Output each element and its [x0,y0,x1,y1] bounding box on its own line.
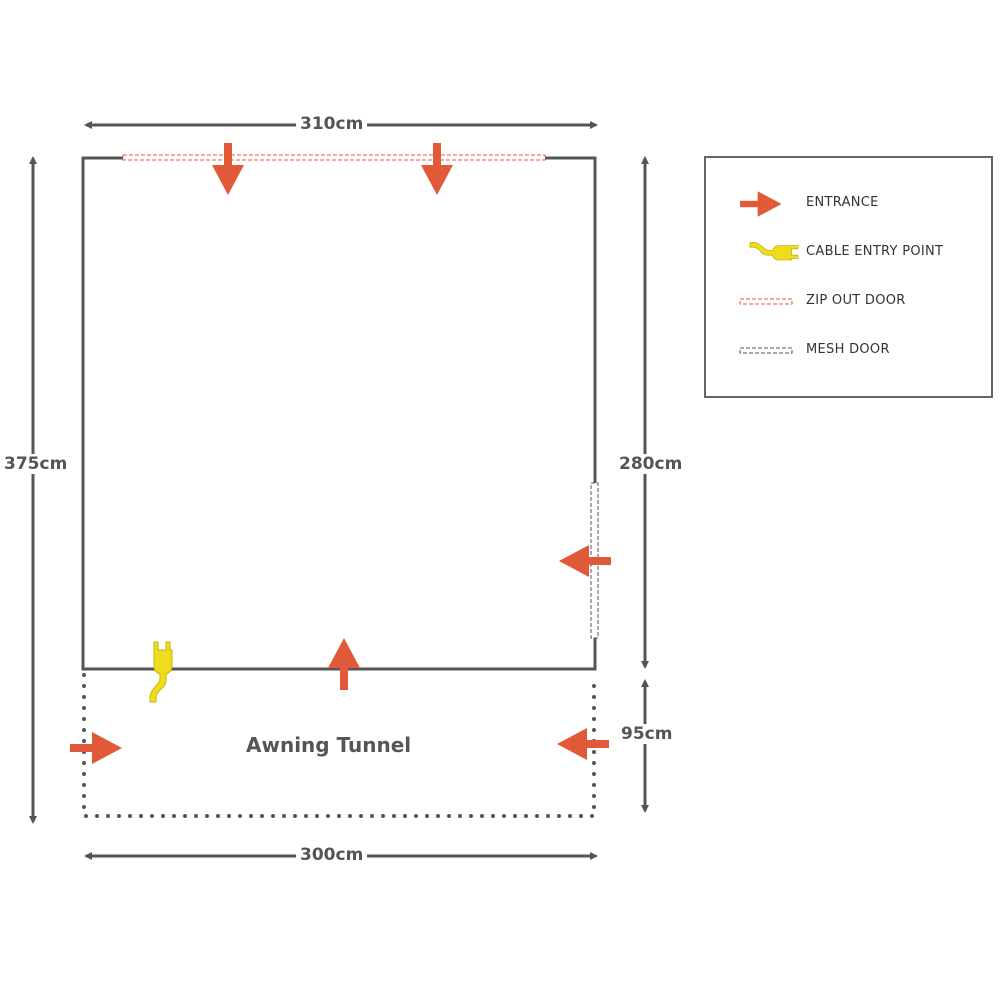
tunnel-label: Awning Tunnel [246,733,412,757]
dimension-375-label: 375cm [0,454,72,474]
awning-outline [81,156,597,671]
entrance-arrow-icon [328,638,360,690]
legend-zip-door-icon [739,298,793,305]
legend-box [704,156,993,398]
entrance-arrow-icon [70,732,122,764]
legend-cable-label: CABLE ENTRY POINT [806,244,944,259]
tunnel-outline [82,673,596,818]
legend-entrance-label: ENTRANCE [806,195,879,210]
entrance-arrow-icon [557,728,609,760]
legend-zip-door-label: ZIP OUT DOOR [806,293,906,308]
entrance-arrow-icon [421,143,453,195]
cable-plug-icon [149,641,173,703]
legend-mesh-door-label: MESH DOOR [806,342,890,357]
legend-mesh-door-icon [739,347,793,354]
zip-out-door [122,154,546,161]
dimension-95-label: 95cm [617,724,677,744]
entrance-arrow-icon [212,143,244,195]
dimension-280-label: 280cm [615,454,687,474]
dimension-310-label: 310cm [296,114,368,134]
entrance-arrow-icon [559,545,611,577]
dimension-300-label: 300cm [296,845,368,865]
